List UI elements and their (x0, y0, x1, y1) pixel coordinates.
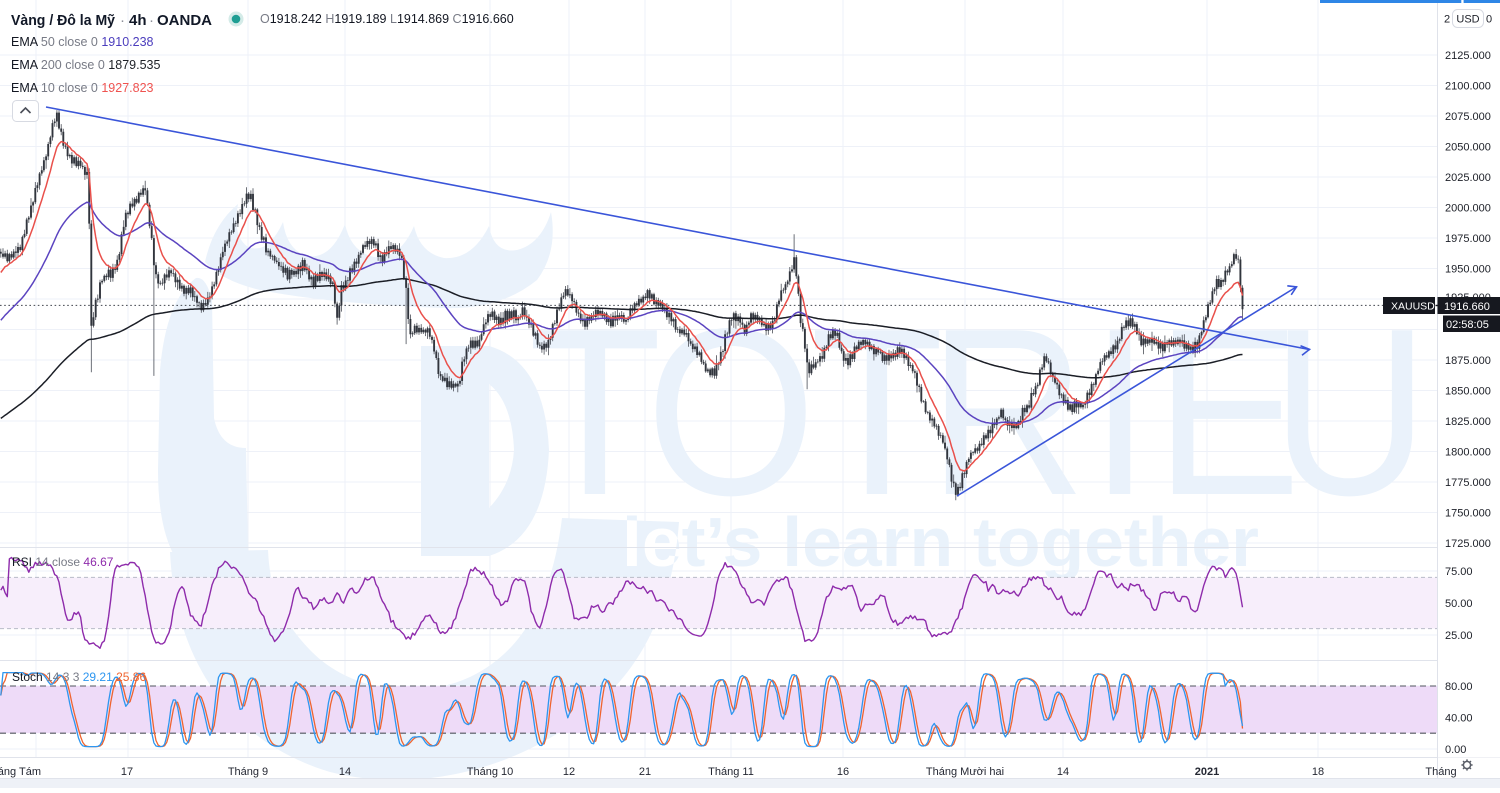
svg-text:1800.000: 1800.000 (1445, 447, 1491, 459)
svg-text:1875.000: 1875.000 (1445, 355, 1491, 367)
svg-text:2025.000: 2025.000 (1445, 172, 1491, 184)
svg-text:25.00: 25.00 (1445, 630, 1473, 642)
svg-text:12: 12 (563, 766, 575, 778)
svg-text:80.00: 80.00 (1445, 681, 1473, 693)
svg-text:USD: USD (1456, 14, 1479, 26)
svg-text:1916.660: 1916.660 (1444, 301, 1490, 313)
svg-text:Tháng Mười hai: Tháng Mười hai (926, 766, 1004, 778)
svg-text:1975.000: 1975.000 (1445, 233, 1491, 245)
svg-text:Tháng 10: Tháng 10 (467, 766, 513, 778)
svg-text:·: · (149, 12, 154, 29)
svg-text:50.00: 50.00 (1445, 598, 1473, 610)
svg-text:16: 16 (837, 766, 849, 778)
svg-text:2075.000: 2075.000 (1445, 111, 1491, 123)
svg-text:EMA 50 close 0 1910.238: EMA 50 close 0 1910.238 (11, 35, 154, 49)
svg-text:14: 14 (1057, 766, 1069, 778)
svg-text:2100.000: 2100.000 (1445, 81, 1491, 93)
svg-text:RSI 14 close 46.67: RSI 14 close 46.67 (12, 555, 114, 569)
svg-text:0.00: 0.00 (1445, 744, 1466, 756)
svg-text:2021: 2021 (1195, 766, 1219, 778)
svg-text:Tháng Tám: Tháng Tám (0, 766, 41, 778)
svg-text:let’s learn together: let’s learn together (622, 503, 1259, 581)
svg-text:75.00: 75.00 (1445, 566, 1473, 578)
svg-text:XAUUSD: XAUUSD (1391, 301, 1435, 313)
svg-text:02:58:05: 02:58:05 (1446, 319, 1489, 331)
svg-text:18: 18 (1312, 766, 1324, 778)
svg-text:Stoch 14 3 3 29.21 25.86: Stoch 14 3 3 29.21 25.86 (12, 670, 146, 684)
svg-text:Tháng 11: Tháng 11 (708, 766, 754, 778)
svg-text:21: 21 (639, 766, 651, 778)
svg-text:Tháng: Tháng (1425, 766, 1456, 778)
svg-text:0: 0 (1486, 14, 1492, 26)
svg-text:2000.000: 2000.000 (1445, 203, 1491, 215)
svg-text:Tháng 9: Tháng 9 (228, 766, 268, 778)
svg-text:EMA 200 close 0 1879.535: EMA 200 close 0 1879.535 (11, 58, 160, 72)
svg-text:·: · (120, 12, 125, 29)
svg-text:40.00: 40.00 (1445, 713, 1473, 725)
svg-text:17: 17 (121, 766, 133, 778)
svg-text:1725.000: 1725.000 (1445, 538, 1491, 550)
svg-text:EMA 10 close 0 1927.823: EMA 10 close 0 1927.823 (11, 81, 154, 95)
svg-text:O1918.242 H1919.189 L1914.869: O1918.242 H1919.189 L1914.869 C1916.660 (260, 12, 514, 26)
svg-text:2050.000: 2050.000 (1445, 142, 1491, 154)
svg-text:1775.000: 1775.000 (1445, 477, 1491, 489)
svg-text:2: 2 (1444, 14, 1450, 26)
svg-text:1850.000: 1850.000 (1445, 386, 1491, 398)
svg-text:2125.000: 2125.000 (1445, 50, 1491, 62)
svg-text:14: 14 (339, 766, 351, 778)
svg-text:U: U (1271, 280, 1429, 545)
svg-text:4h: 4h (129, 12, 147, 29)
svg-text:Vàng / Đô la Mỹ: Vàng / Đô la Mỹ (11, 12, 116, 29)
svg-text:OANDA: OANDA (157, 12, 212, 29)
svg-text:1825.000: 1825.000 (1445, 416, 1491, 428)
svg-text:1750.000: 1750.000 (1445, 508, 1491, 520)
svg-text:1950.000: 1950.000 (1445, 264, 1491, 276)
